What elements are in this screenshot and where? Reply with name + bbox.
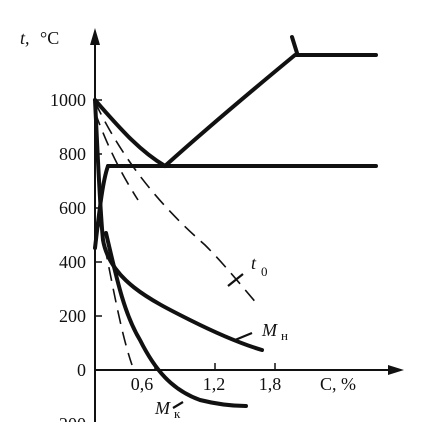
mf-curve [104,231,248,408]
x-label-1-8: 1,8 [259,374,282,394]
t0-curve [94,101,259,306]
mn-leader [234,331,253,342]
x-label-0-6: 0,6 [131,374,154,394]
mn-sub: н [281,328,288,343]
t0-sub: 0 [261,264,268,279]
y-label-600: 600 [59,198,86,218]
y-label-800: 800 [59,144,86,164]
t0-label: t [251,253,257,273]
y-label-1000: 1000 [50,90,86,110]
mk-label: M [154,398,171,418]
x-label-1-2: 1,2 [203,374,226,394]
upper-dashed-branch [94,111,139,201]
ms-curve [93,98,264,352]
acm-line [163,53,378,168]
mn-label: M [261,320,278,340]
mk-sub: к [174,406,181,421]
a3-line [93,98,167,168]
mk-leader [172,401,184,409]
lower-dashed-branch [99,223,133,366]
y-axis-var-label: t, [20,28,30,48]
x-axis-title: C, % [320,374,356,394]
y-label-minus-200: -200 [53,414,86,422]
y-label-400: 400 [59,252,86,272]
y-label-200: 200 [59,306,86,326]
t0-leader [227,273,244,287]
acm-top-tick [290,35,299,55]
y-axis-unit-label: °C [40,28,59,48]
y-axis-arrow [90,28,100,45]
y-label-0: 0 [77,360,86,380]
x-axis-arrow [388,365,404,375]
